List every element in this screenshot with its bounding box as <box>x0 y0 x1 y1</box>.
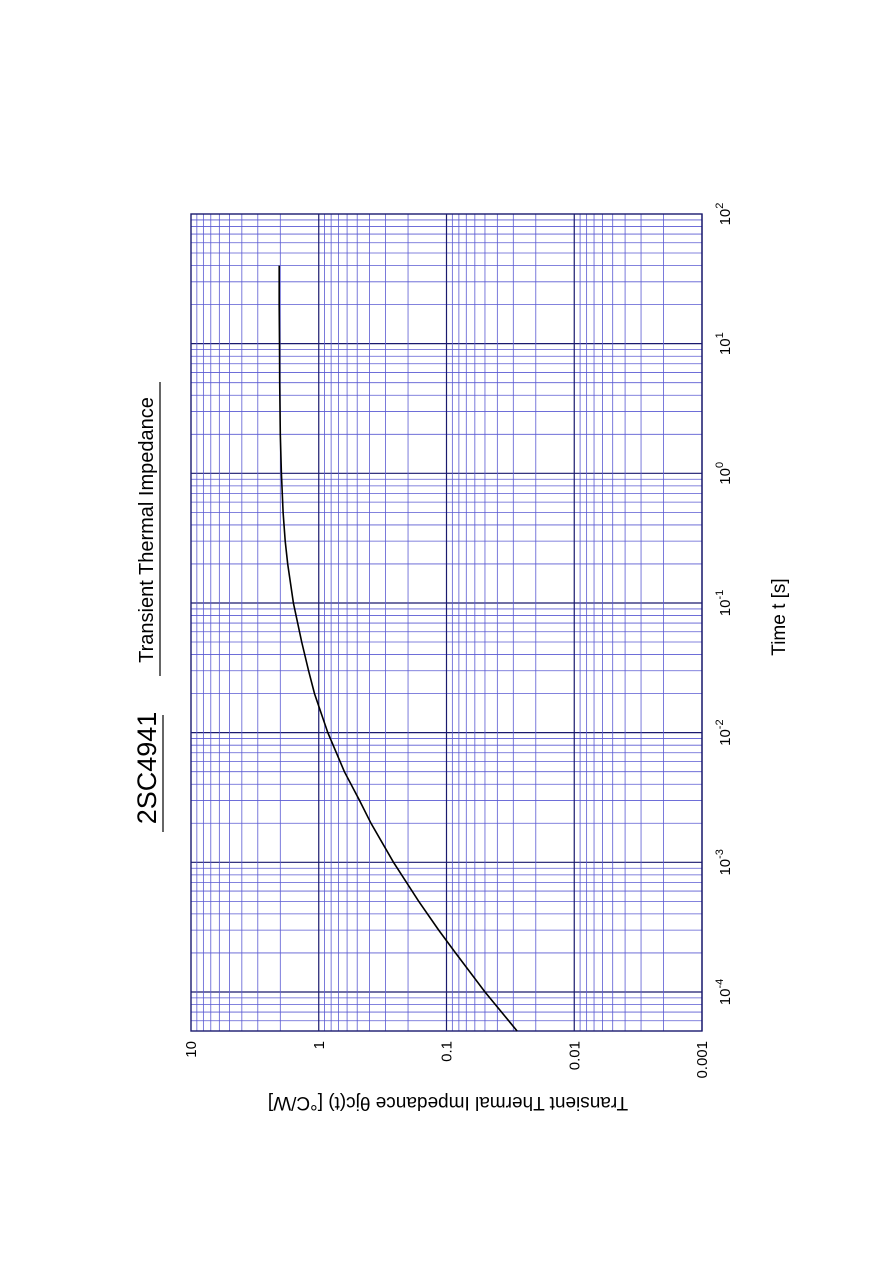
y-tick-label: 0.001 <box>694 1041 711 1079</box>
y-tick-label: 0.01 <box>566 1041 583 1070</box>
plot-border <box>190 213 703 1032</box>
y-tick-labels: 0.001 0.01 0.1 1 10 <box>183 1041 711 1079</box>
y-tick-label: 0.1 <box>439 1041 456 1062</box>
x-tick-label: 100 <box>714 462 734 485</box>
plot-area <box>190 213 703 1032</box>
x-tick-label: 101 <box>714 332 734 355</box>
y-axis-label: Transient Thermal Impedance θjc(t) [°C/W… <box>268 1092 628 1113</box>
y-tick-label: 1 <box>311 1041 328 1049</box>
chart-title: Transient Thermal Impedance <box>136 397 158 663</box>
part-number-title: 2SC4941 <box>132 712 162 825</box>
grid <box>191 214 703 1032</box>
x-tick-label: 10-1 <box>714 590 734 616</box>
series-curve <box>278 265 518 1032</box>
x-tick-labels: 10-4 10-3 10-2 10-1 100 101 102 <box>714 203 734 1006</box>
x-tick-label: 10-2 <box>714 719 734 745</box>
x-tick-label: 10-4 <box>714 979 734 1005</box>
y-tick-label: 10 <box>183 1041 200 1058</box>
x-axis-label: Time t [s] <box>769 578 790 655</box>
x-tick-label: 102 <box>714 203 734 226</box>
x-tick-label: 10-3 <box>714 849 734 875</box>
